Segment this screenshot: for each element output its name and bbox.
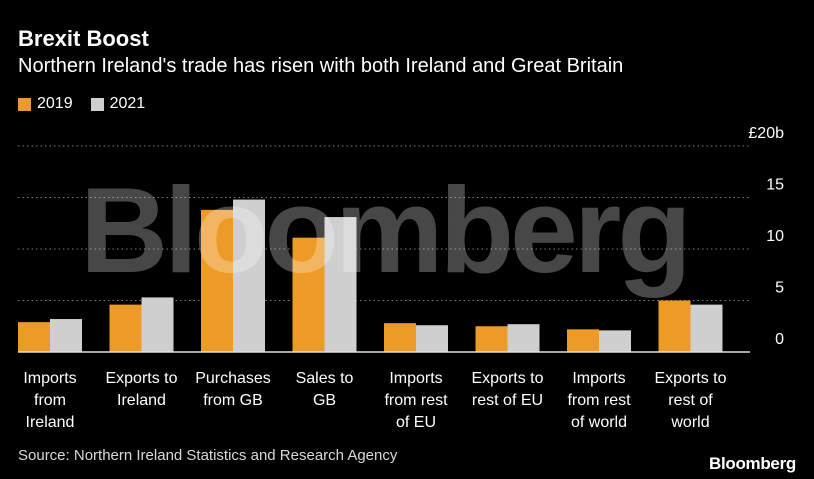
chart-title: Brexit Boost [18,26,149,51]
y-tick-label: 15 [766,177,784,194]
legend-swatch-2021 [90,97,104,111]
bar-2019 [201,209,233,352]
bar-2019 [109,304,142,352]
x-tick-label: Exports to rest of EU [471,370,543,409]
x-tick-label: Sales to GB [296,370,354,409]
x-tick-label: Imports from rest of world [567,370,631,431]
y-tick-label: 10 [766,228,784,245]
bar-2019 [18,322,50,352]
bar-2019 [658,300,691,352]
bar-2019 [567,329,599,352]
y-tick-label: £20b [748,125,784,142]
legend-label-2021: 2021 [109,95,146,112]
bar-2021 [141,297,174,352]
source-note: Source: Northern Ireland Statistics and … [18,447,398,464]
bar-2021 [599,330,631,352]
chart-subtitle: Northern Ireland's trade has risen with … [18,55,624,77]
y-tick-label: 5 [775,280,784,297]
legend-swatch-2019 [18,97,31,111]
bar-2021 [50,319,82,352]
bar-2021 [233,199,265,352]
legend-label-2019: 2019 [37,95,73,112]
bar-2021 [507,324,540,352]
bar-2019 [384,323,416,352]
bloomberg-logo: Bloomberg [708,454,796,473]
legend: 2019 2021 [18,95,163,113]
bar-2019 [475,326,508,352]
x-tick-label: Exports to rest of world [654,370,726,431]
legend-item-2021: 2021 [90,95,146,113]
bar-2021 [416,325,448,352]
x-tick-label: Imports from rest of EU [384,370,448,431]
legend-item-2019: 2019 [18,95,73,113]
x-tick-label: Purchases from GB [195,370,271,409]
bar-2021 [690,304,723,352]
y-tick-label: 0 [775,331,784,348]
bar-2021 [324,217,357,352]
x-tick-label: Imports from Ireland [23,370,76,431]
x-tick-label: Exports to Ireland [105,370,177,409]
bar-2019 [292,237,325,352]
